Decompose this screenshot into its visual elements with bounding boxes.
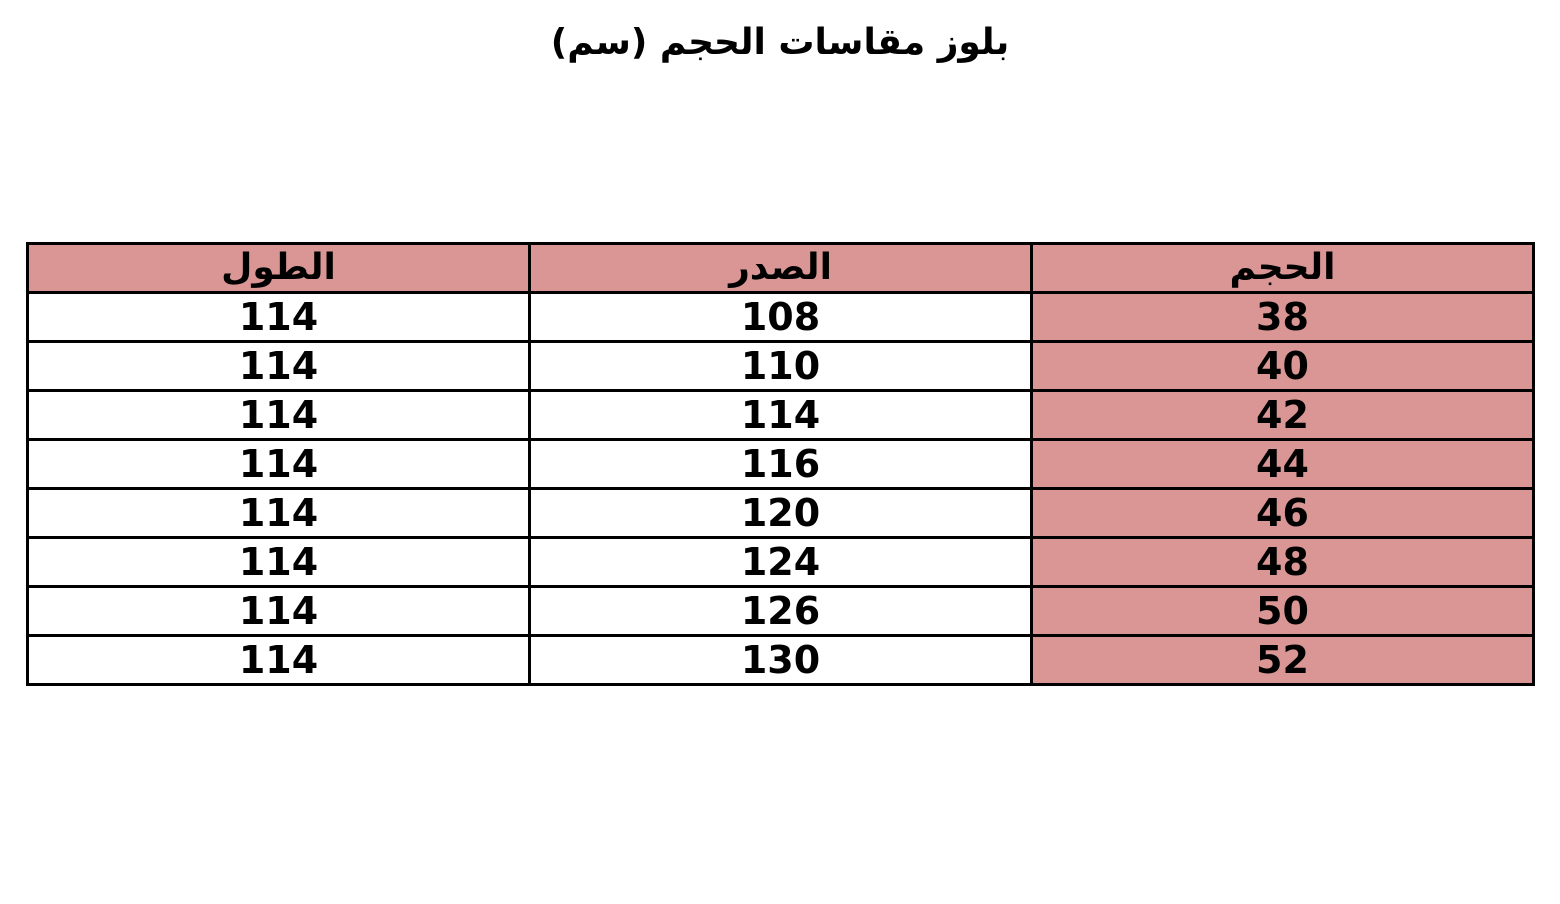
- table-row: 114 124 48: [26, 536, 1535, 588]
- length-cell: 114: [26, 340, 531, 392]
- page-title: بلوز مقاسات الحجم (سم): [550, 22, 1010, 63]
- size-chart-table: الطول الصدر الحجم 114 108 38 114 110 40 114 114…: [26, 242, 1535, 686]
- size-cell: 44: [1030, 438, 1535, 490]
- size-cell: 46: [1030, 487, 1535, 539]
- table-header-row: الطول الصدر الحجم: [26, 242, 1535, 294]
- chest-cell: 120: [528, 487, 1033, 539]
- chest-cell: 110: [528, 340, 1033, 392]
- size-cell: 48: [1030, 536, 1535, 588]
- length-cell: 114: [26, 389, 531, 441]
- header-size: الحجم: [1030, 242, 1535, 294]
- length-cell: 114: [26, 536, 531, 588]
- size-cell: 42: [1030, 389, 1535, 441]
- chest-cell: 116: [528, 438, 1033, 490]
- chest-cell: 114: [528, 389, 1033, 441]
- chest-cell: 130: [528, 634, 1033, 686]
- table-row: 114 130 52: [26, 634, 1535, 686]
- length-cell: 114: [26, 487, 531, 539]
- size-cell: 50: [1030, 585, 1535, 637]
- header-chest: الصدر: [528, 242, 1033, 294]
- chest-cell: 124: [528, 536, 1033, 588]
- length-cell: 114: [26, 634, 531, 686]
- size-cell: 38: [1030, 291, 1535, 343]
- header-length: الطول: [26, 242, 531, 294]
- length-cell: 114: [26, 291, 531, 343]
- table-row: 114 108 38: [26, 291, 1535, 343]
- chest-cell: 108: [528, 291, 1033, 343]
- table-row: 114 110 40: [26, 340, 1535, 392]
- length-cell: 114: [26, 585, 531, 637]
- length-cell: 114: [26, 438, 531, 490]
- table-row: 114 120 46: [26, 487, 1535, 539]
- size-cell: 52: [1030, 634, 1535, 686]
- table-row: 114 116 44: [26, 438, 1535, 490]
- table-row: 114 126 50: [26, 585, 1535, 637]
- chest-cell: 126: [528, 585, 1033, 637]
- table-row: 114 114 42: [26, 389, 1535, 441]
- size-cell: 40: [1030, 340, 1535, 392]
